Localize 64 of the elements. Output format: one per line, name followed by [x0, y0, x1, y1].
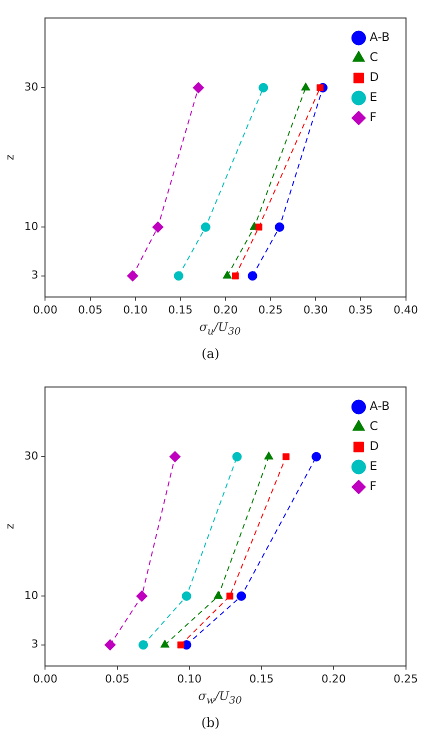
point [312, 452, 322, 462]
legend-label: D [370, 70, 379, 84]
x-tick-label: 0.20 [213, 303, 238, 316]
point [282, 453, 290, 460]
point [182, 591, 192, 601]
text: (a) [200, 347, 220, 362]
x-tick-label: 0.40 [394, 303, 418, 316]
point [200, 222, 210, 232]
point [138, 640, 148, 650]
point [274, 222, 284, 232]
legend-label: A-B [370, 30, 390, 44]
x-tick-label: 0.00 [32, 303, 58, 316]
point [214, 590, 223, 599]
point [222, 270, 232, 279]
point [177, 641, 184, 648]
legend-label: A-B [370, 399, 390, 414]
point [169, 450, 181, 462]
x-tick-label: 0.20 [321, 672, 346, 686]
legend-label: C [370, 419, 378, 434]
x-axis-title: σ$_{w}$/U$_{30}$ [197, 689, 243, 706]
point [232, 272, 239, 280]
point [264, 451, 274, 460]
point [236, 591, 246, 601]
point [301, 82, 310, 90]
y-tick-label: 10 [24, 588, 38, 602]
point [104, 639, 116, 651]
legend-label: E [370, 90, 378, 104]
legend-label: E [370, 459, 378, 474]
point [152, 221, 164, 233]
point [248, 271, 258, 281]
y-tick-label: 10 [24, 220, 38, 233]
x-tick-label: 0.10 [123, 303, 148, 316]
y-tick-label: 30 [24, 80, 38, 94]
x-axis-title: σ$_{u}$/U$_{30}$ [198, 320, 242, 338]
point [232, 452, 242, 462]
x-tick-label: 0.15 [249, 672, 274, 686]
y-tick-label: 3 [31, 268, 38, 282]
legend-label: F [370, 479, 377, 494]
legend-label: F [370, 110, 377, 124]
x-tick-label: 0.05 [105, 672, 130, 686]
legend-label: C [370, 50, 378, 64]
point [255, 224, 262, 231]
x-tick-label: 0.25 [394, 672, 418, 686]
point [174, 271, 184, 281]
text: (b) [200, 716, 221, 731]
legend-label: D [370, 439, 379, 454]
x-tick-label: 0.05 [78, 303, 103, 316]
x-tick-label: 0.35 [348, 303, 373, 316]
x-tick-label: 0.10 [177, 672, 202, 686]
point [126, 270, 138, 282]
x-tick-label: 0.30 [303, 303, 328, 316]
point [192, 82, 204, 94]
y-axis-title: z [3, 154, 16, 160]
point [316, 84, 324, 92]
point [136, 590, 148, 602]
x-tick-label: 0.00 [32, 672, 58, 686]
point [258, 82, 268, 92]
y-axis-title: z [3, 523, 16, 530]
point [160, 640, 170, 648]
x-tick-label: 0.25 [258, 303, 283, 316]
point [226, 592, 234, 600]
y-tick-label: 3 [31, 638, 38, 651]
y-tick-label: 30 [24, 450, 38, 463]
x-tick-label: 0.15 [168, 303, 193, 316]
